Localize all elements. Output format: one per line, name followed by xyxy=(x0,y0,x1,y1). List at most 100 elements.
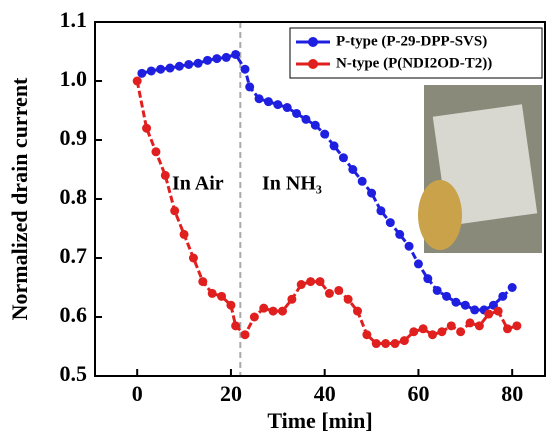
data-point xyxy=(254,94,264,104)
data-point xyxy=(385,218,395,228)
legend-marker xyxy=(308,37,318,47)
data-point xyxy=(460,300,470,310)
x-tick-label: 20 xyxy=(220,381,242,406)
data-point xyxy=(470,305,480,315)
data-point xyxy=(442,291,452,301)
data-point xyxy=(165,63,175,73)
data-point xyxy=(465,318,475,328)
data-point xyxy=(245,82,255,92)
legend-label: N-type (P(NDI2OD-T2)) xyxy=(336,55,492,71)
data-point xyxy=(418,324,428,334)
data-point xyxy=(156,64,166,74)
y-tick-label: 0.7 xyxy=(60,243,88,268)
data-point xyxy=(507,283,517,292)
data-point xyxy=(306,277,316,287)
data-point xyxy=(357,176,367,186)
data-point xyxy=(404,241,414,251)
data-point xyxy=(212,54,222,64)
x-tick-label: 60 xyxy=(407,381,429,406)
data-point xyxy=(343,294,353,304)
data-point xyxy=(381,339,391,349)
data-point xyxy=(179,229,189,239)
data-point xyxy=(273,100,283,110)
y-tick-label: 1.0 xyxy=(60,66,88,91)
data-point xyxy=(132,76,142,86)
data-point xyxy=(329,141,339,151)
data-point xyxy=(268,306,278,316)
data-point xyxy=(151,147,161,157)
data-point xyxy=(142,123,152,133)
data-point xyxy=(207,288,217,298)
data-point xyxy=(310,120,320,130)
data-point xyxy=(249,312,259,322)
data-point xyxy=(362,330,372,340)
data-point xyxy=(221,52,231,62)
data-point xyxy=(231,49,241,59)
x-tick-label: 80 xyxy=(501,381,523,406)
data-point xyxy=(446,321,456,331)
data-point xyxy=(399,336,409,346)
y-tick-label: 0.5 xyxy=(60,361,88,386)
data-point xyxy=(334,285,344,295)
data-point xyxy=(226,300,236,310)
data-point xyxy=(348,165,358,174)
annotation: In Air xyxy=(172,173,224,195)
data-point xyxy=(371,339,381,349)
legend-box xyxy=(289,27,543,79)
y-tick-label: 0.8 xyxy=(60,184,88,209)
data-point xyxy=(451,297,461,307)
data-point xyxy=(263,97,273,107)
data-point xyxy=(193,58,203,68)
annotation: In NH₃ xyxy=(262,173,322,195)
data-point xyxy=(160,170,170,180)
data-point xyxy=(296,280,306,290)
data-point xyxy=(474,321,484,331)
data-point xyxy=(498,291,508,301)
photo-film xyxy=(432,104,538,226)
x-axis-label: Time [min] xyxy=(267,408,372,433)
data-point xyxy=(287,294,297,304)
data-point xyxy=(456,327,466,337)
y-tick-label: 0.6 xyxy=(60,302,88,327)
data-point xyxy=(409,327,419,337)
data-point xyxy=(413,259,423,269)
y-axis-label: Normalized drain current xyxy=(7,77,32,320)
legend-marker xyxy=(308,59,318,69)
data-point xyxy=(292,108,302,118)
photo-hand xyxy=(418,180,462,250)
inset-photo xyxy=(418,85,542,253)
data-point xyxy=(203,55,212,65)
data-point xyxy=(428,330,437,340)
data-point xyxy=(320,129,330,139)
data-point xyxy=(174,61,184,71)
data-point xyxy=(137,68,147,78)
data-point xyxy=(146,66,156,76)
legend-label: P-type (P-29-DPP-SVS) xyxy=(336,33,487,49)
data-point xyxy=(493,306,503,316)
data-point xyxy=(259,303,269,313)
data-point xyxy=(282,103,292,113)
data-point xyxy=(315,277,325,287)
data-point xyxy=(395,229,405,239)
data-point xyxy=(367,188,377,198)
data-point xyxy=(198,277,208,287)
data-point xyxy=(278,306,287,316)
data-point xyxy=(170,206,180,216)
y-tick-label: 1.1 xyxy=(60,7,88,32)
data-point xyxy=(503,324,512,334)
x-tick-label: 40 xyxy=(314,381,336,406)
data-point xyxy=(188,253,198,263)
data-point xyxy=(217,291,227,301)
data-point xyxy=(512,321,522,331)
x-tick-label: 0 xyxy=(132,381,143,406)
data-point xyxy=(231,321,241,331)
data-point xyxy=(338,153,348,163)
y-tick-label: 0.9 xyxy=(60,125,88,150)
data-point xyxy=(437,327,447,337)
data-point xyxy=(390,339,400,349)
data-point xyxy=(376,206,386,216)
data-point xyxy=(353,306,362,316)
data-point xyxy=(301,114,311,124)
data-point xyxy=(423,274,433,284)
